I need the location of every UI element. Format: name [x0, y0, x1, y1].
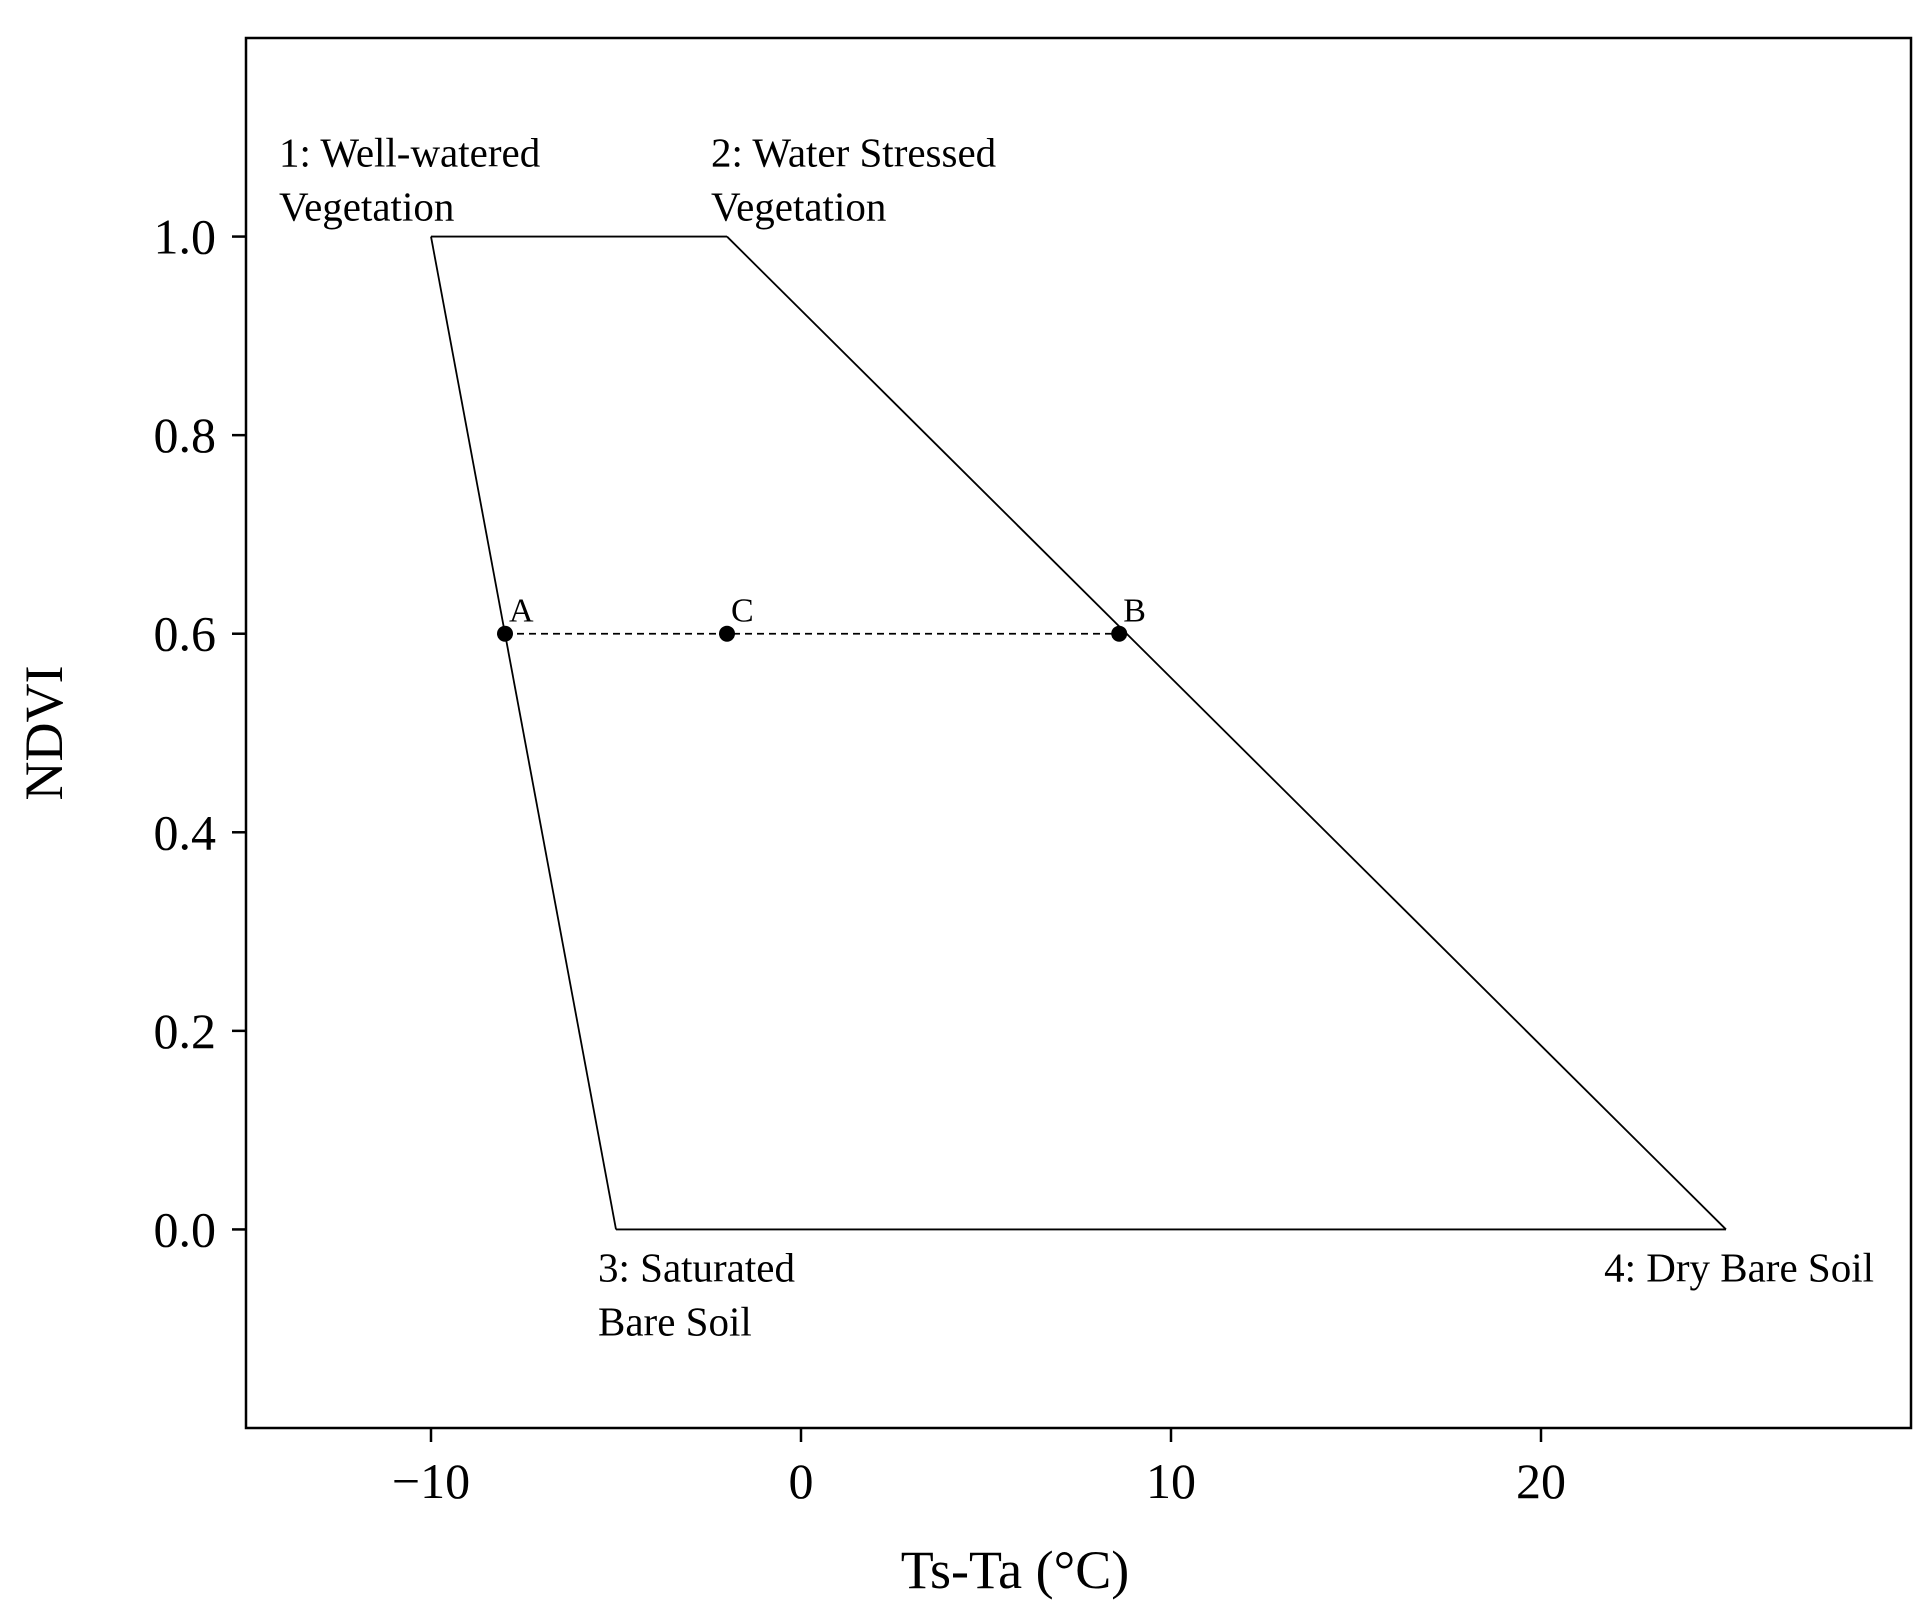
corner-label: Vegetation — [711, 184, 886, 230]
x-tick-label: 20 — [1516, 1453, 1566, 1509]
corner-label: 3: Saturated — [598, 1244, 795, 1290]
point-label-a: A — [509, 593, 534, 630]
point-label-c: C — [731, 593, 754, 630]
y-tick-label: 1.0 — [154, 209, 217, 265]
trapezoid-edge — [430, 236, 617, 1230]
y-axis-title: NDVI — [14, 666, 74, 801]
y-tick-label: 0.4 — [154, 804, 217, 860]
corner-label: Bare Soil — [598, 1298, 752, 1344]
y-tick-label: 0.2 — [154, 1003, 217, 1059]
corner-label: 4: Dry Bare Soil — [1604, 1244, 1874, 1290]
point-b — [1111, 625, 1128, 642]
point-a — [497, 625, 513, 642]
point-c — [719, 625, 735, 642]
trapezoid-edge — [726, 235, 1727, 1231]
y-tick-label: 0.0 — [154, 1201, 217, 1257]
corner-label: 1: Well-watered — [279, 130, 540, 176]
plot-frame — [244, 36, 1913, 1430]
corner-label: Vegetation — [279, 184, 454, 230]
y-tick-label: 0.8 — [154, 407, 217, 463]
point-label-b: B — [1123, 593, 1146, 630]
y-tick-label: 0.6 — [154, 606, 217, 662]
x-axis-title: Ts-Ta (°C) — [901, 1540, 1129, 1600]
corner-label: 2: Water Stressed — [711, 130, 996, 176]
x-tick-label: 10 — [1146, 1453, 1196, 1509]
x-tick-label: 0 — [789, 1453, 814, 1509]
x-tick-label: −10 — [392, 1453, 470, 1509]
